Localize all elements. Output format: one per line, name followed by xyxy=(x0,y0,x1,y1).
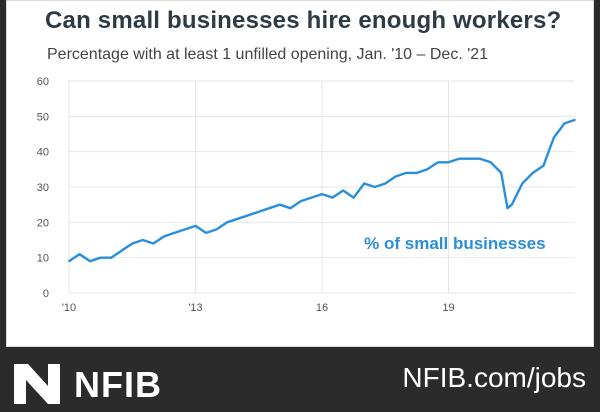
data-point xyxy=(405,172,408,174)
data-point xyxy=(205,232,207,234)
footer-url-link[interactable]: NFIB.com/jobs xyxy=(402,362,586,393)
series-line xyxy=(68,118,576,263)
brand-wordmark: NFIB xyxy=(74,364,162,405)
data-point xyxy=(447,161,450,164)
data-point xyxy=(331,196,334,199)
data-point xyxy=(184,228,186,231)
footer-bar: NFIB NFIB.com/jobs xyxy=(0,352,600,412)
y-tick-label: 0 xyxy=(43,288,49,300)
y-tick-label: 40 xyxy=(37,147,49,159)
x-tick-label: '10 xyxy=(62,302,76,314)
data-point xyxy=(506,207,509,209)
data-point xyxy=(437,161,439,164)
data-point xyxy=(78,253,81,255)
data-point xyxy=(141,239,144,241)
data-point xyxy=(373,186,376,188)
data-point xyxy=(458,157,460,160)
data-point xyxy=(247,214,250,217)
nfib-logo: NFIB xyxy=(14,362,214,406)
y-tick-label: 30 xyxy=(37,182,49,194)
data-point xyxy=(321,193,323,195)
data-point xyxy=(342,189,344,192)
data-point xyxy=(120,249,123,252)
data-point xyxy=(194,225,197,227)
data-point xyxy=(542,165,545,167)
data-point xyxy=(289,207,292,209)
data-point xyxy=(215,228,218,231)
data-point xyxy=(553,136,555,139)
data-point xyxy=(363,182,365,185)
y-tick-label: 10 xyxy=(37,253,49,265)
chart-title: Can small businesses hire enough workers… xyxy=(45,7,562,34)
data-point xyxy=(226,221,228,224)
data-point xyxy=(510,203,513,206)
data-point xyxy=(426,168,429,171)
data-point xyxy=(279,203,281,206)
data-point xyxy=(163,235,165,238)
data-point xyxy=(152,242,155,245)
nfib-logo-mark-icon xyxy=(14,364,60,404)
data-point xyxy=(500,172,503,174)
data-point xyxy=(173,232,176,234)
data-point xyxy=(384,182,387,185)
data-point xyxy=(563,122,566,125)
data-point xyxy=(310,196,313,199)
data-point xyxy=(99,256,102,259)
data-point xyxy=(236,218,239,220)
data-point xyxy=(489,161,492,164)
data-point xyxy=(479,157,481,160)
y-tick-label: 60 xyxy=(37,76,49,88)
data-point xyxy=(352,196,355,199)
data-point xyxy=(468,157,471,160)
chart-subtitle: Percentage with at least 1 unfilled open… xyxy=(47,46,489,63)
line-chart: 0 10 20 30 40 50 60 '10 '13 16 19 % of small busine… xyxy=(37,76,576,314)
data-point xyxy=(532,172,534,174)
data-point xyxy=(89,260,91,263)
data-point xyxy=(300,200,302,202)
data-point xyxy=(521,182,524,185)
data-point xyxy=(268,207,271,209)
y-tick-label: 20 xyxy=(37,217,49,229)
x-tick-label: '13 xyxy=(188,302,202,314)
data-point xyxy=(394,175,397,178)
data-point xyxy=(574,119,576,121)
data-point xyxy=(110,256,112,259)
chart-card: Can small businesses hire enough workers… xyxy=(6,0,594,347)
x-tick-label: 16 xyxy=(316,302,328,314)
x-tick-label: 19 xyxy=(442,302,454,314)
data-point xyxy=(416,172,418,174)
series-annotation: % of small businesses xyxy=(364,234,545,253)
y-tick-label: 50 xyxy=(37,111,49,123)
data-point xyxy=(68,260,70,263)
data-point xyxy=(257,210,260,213)
data-point xyxy=(131,242,134,245)
